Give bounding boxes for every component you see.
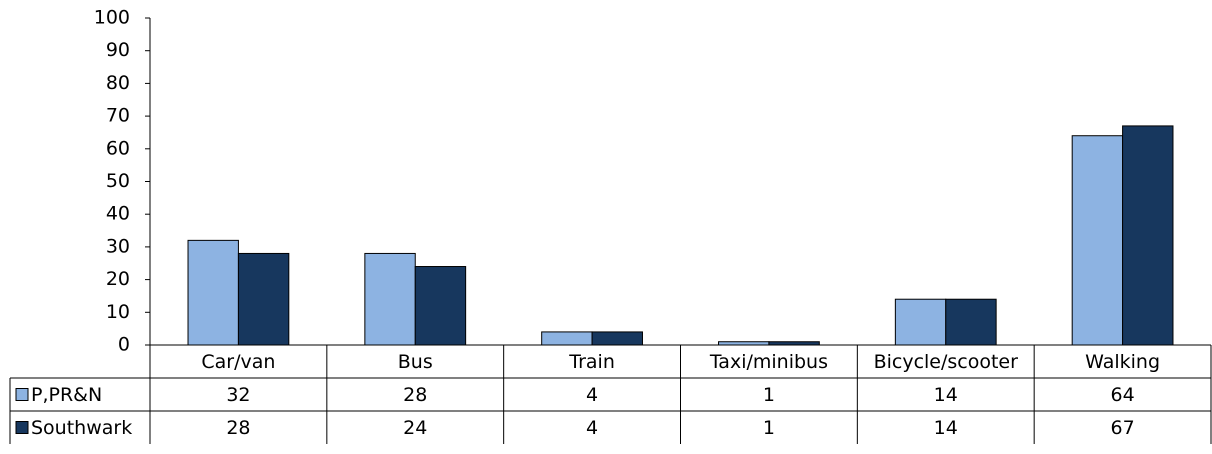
bar [1071, 135, 1124, 346]
table-value: 4 [586, 384, 598, 406]
table-value: 64 [1110, 384, 1134, 406]
bar [945, 298, 997, 346]
y-tick-label: 10 [106, 301, 130, 323]
y-tick-label: 50 [106, 170, 130, 192]
x-tick-label: Taxi/minibus [709, 351, 828, 373]
bar [1122, 125, 1174, 346]
table-value: 14 [934, 417, 958, 439]
table-value: 28 [403, 384, 427, 406]
y-tick-label: 100 [94, 7, 130, 29]
y-tick-label: 90 [106, 39, 130, 61]
table-value: 28 [226, 417, 250, 439]
y-tick-label: 20 [106, 268, 130, 290]
x-tick-label: Bicycle/scooter [874, 351, 1019, 373]
table-value: 67 [1110, 417, 1134, 439]
legend-key [15, 421, 29, 434]
bar [591, 331, 643, 346]
x-tick-label: Walking [1085, 351, 1160, 373]
bar [364, 252, 416, 346]
bar [894, 298, 947, 346]
y-tick-label: 40 [106, 203, 130, 225]
y-tick-label: 0 [118, 334, 130, 356]
y-tick-label: 30 [106, 235, 130, 257]
table-value: 14 [934, 384, 958, 406]
table-value: 4 [586, 417, 598, 439]
x-tick-label: Train [568, 351, 615, 373]
table-value: 1 [763, 384, 775, 406]
x-tick-label: Car/van [201, 351, 275, 373]
legend-label: P,PR&N [31, 384, 102, 406]
y-tick-label: 70 [106, 105, 130, 127]
table-value: 32 [226, 384, 250, 406]
table-value: 24 [403, 417, 427, 439]
bar [237, 252, 290, 346]
bar [414, 266, 467, 346]
legend-key [15, 388, 29, 401]
y-tick-label: 60 [106, 137, 130, 159]
bar [541, 331, 593, 346]
bar [187, 239, 239, 346]
x-tick-label: Bus [398, 351, 433, 373]
table-value: 1 [763, 417, 775, 439]
legend-label: Southwark [31, 417, 132, 439]
y-tick-label: 80 [106, 72, 130, 94]
